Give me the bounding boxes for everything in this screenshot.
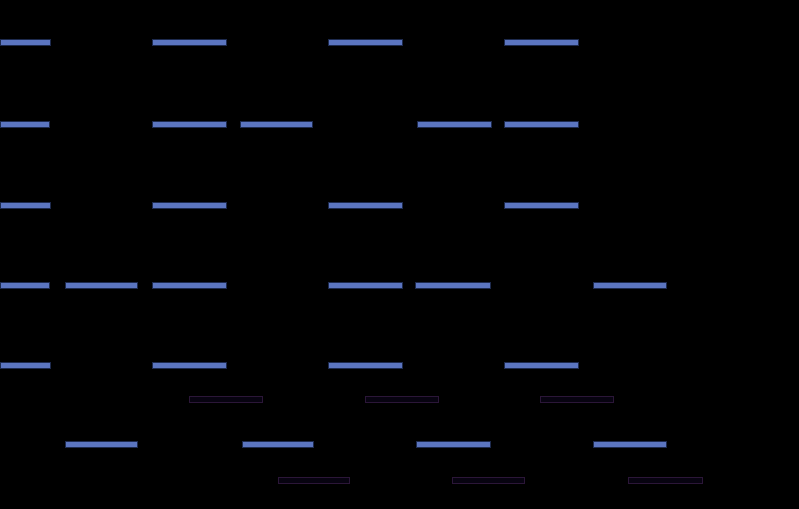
note-segment-row-3-1: [152, 202, 227, 209]
note-segment-row-5-1: [152, 362, 227, 369]
note-segment-row-4-4: [415, 282, 491, 289]
ghost-segment-row-8-0: [278, 477, 350, 484]
ghost-segment-row-6-0: [189, 396, 263, 403]
note-segment-row-2-4: [504, 121, 579, 128]
note-segment-row-5-3: [504, 362, 579, 369]
note-segment-row-4-1: [65, 282, 138, 289]
ghost-segment-row-6-2: [540, 396, 614, 403]
note-segment-row-3-2: [328, 202, 403, 209]
note-segment-row-5-2: [328, 362, 403, 369]
note-segment-row-3-3: [504, 202, 579, 209]
note-segment-row-5-0: [0, 362, 51, 369]
note-segment-row-1-0: [0, 39, 51, 46]
ghost-segment-row-6-1: [365, 396, 439, 403]
note-segment-row-4-0: [0, 282, 50, 289]
note-segment-row-7-0: [65, 441, 138, 448]
note-segment-row-3-0: [0, 202, 51, 209]
note-segment-row-4-5: [593, 282, 667, 289]
note-segment-row-7-3: [593, 441, 667, 448]
note-segment-row-7-1: [242, 441, 314, 448]
note-segment-row-1-1: [152, 39, 227, 46]
note-segment-row-2-3: [417, 121, 492, 128]
note-segment-row-1-2: [328, 39, 403, 46]
note-segment-row-2-0: [0, 121, 50, 128]
ghost-segment-row-8-2: [628, 477, 703, 484]
note-segment-row-7-2: [416, 441, 491, 448]
note-segment-row-2-1: [152, 121, 227, 128]
note-segment-row-2-2: [240, 121, 313, 128]
note-segment-row-4-2: [152, 282, 227, 289]
ghost-segment-row-8-1: [452, 477, 525, 484]
note-segment-row-1-3: [504, 39, 579, 46]
note-segment-row-4-3: [328, 282, 403, 289]
